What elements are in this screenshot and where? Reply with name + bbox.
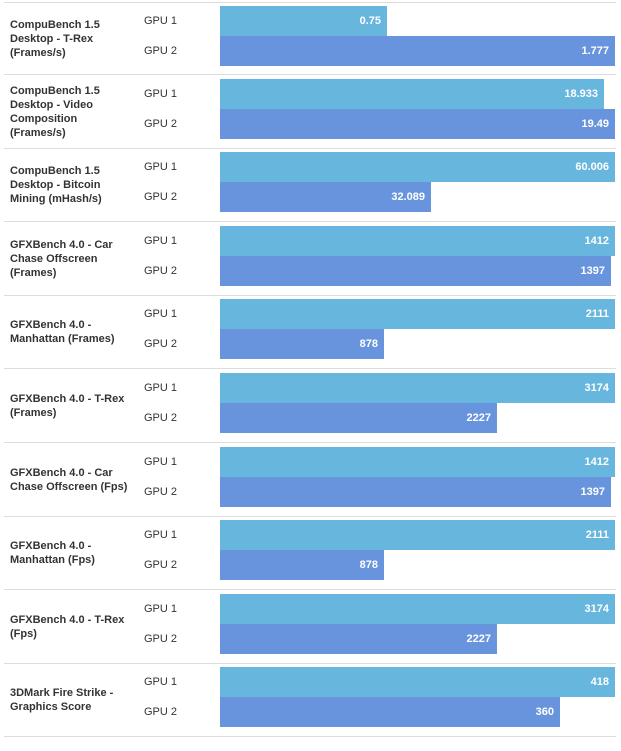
bar-value-label: 418 (590, 676, 609, 689)
bar-value-label: 18.933 (564, 87, 598, 100)
bar-value-label: 2227 (466, 412, 491, 424)
gpu1-bar: 2111 (220, 520, 615, 551)
gpu1-bar: 418 (220, 667, 615, 698)
gpu-label: GPU 2 (144, 117, 178, 130)
bar-value-label: 2111 (585, 529, 609, 542)
benchmark-title: GFXBench 4.0 - Manhattan (Frames) (10, 319, 115, 346)
gpu2-bar: 19.49 (220, 108, 615, 139)
gpu2-bar: 878 (220, 550, 384, 581)
benchmark-row: GFXBench 4.0 - T-Rex (Frames) GPU 1 3174 GP… (4, 370, 616, 443)
gpu-label: GPU 1 (144, 529, 178, 542)
gpu1-bar: 18.933 (220, 78, 604, 109)
gpu2-bar: 1397 (220, 255, 611, 286)
bar-value-label: 32.089 (391, 191, 425, 204)
gpu-label: GPU 1 (144, 161, 178, 174)
bar-value-label: 2227 (466, 632, 491, 645)
gpu1-bar: 0.75 (220, 6, 387, 36)
gpu-label: GPU 2 (144, 559, 178, 572)
benchmark-title: GFXBench 4.0 - T-Rex (Fps) (10, 613, 125, 640)
bar-value-label: 1397 (580, 485, 605, 498)
gpu-label: GPU 2 (144, 632, 178, 645)
bar-value-label: 878 (359, 559, 378, 572)
bar-value-label: 360 (535, 706, 554, 719)
gpu-label: GPU 2 (144, 191, 178, 204)
benchmark-row: GFXBench 4.0 - T-Rex (Fps) GPU 1 3174 GPU 2… (4, 591, 616, 664)
gpu-label: GPU 1 (144, 676, 178, 689)
gpu-label: GPU 2 (144, 706, 178, 719)
gpu-label: GPU 1 (144, 15, 178, 27)
benchmark-title: 3DMark Fire Strike - Graphics Score (10, 687, 114, 714)
benchmark-title: GFXBench 4.0 - Car Chase Offscreen (Fps) (10, 466, 128, 493)
bar-value-label: 2111 (585, 308, 609, 321)
bar-value-label: 60.006 (575, 161, 609, 174)
benchmark-title: GFXBench 4.0 - Car Chase Offscreen (Fram… (10, 238, 113, 279)
benchmark-title: CompuBench 1.5 Desktop - Bitcoin Mining … (10, 165, 102, 206)
benchmark-row: CompuBench 1.5 Desktop - Video Compositi… (4, 76, 616, 149)
gpu1-bar: 1412 (220, 225, 615, 256)
gpu2-bar: 1.777 (220, 36, 615, 66)
gpu1-bar: 1412 (220, 446, 615, 477)
benchmark-row: CompuBench 1.5 Desktop - T-Rex (Frames/s… (4, 2, 616, 75)
gpu1-bar: 60.006 (220, 152, 615, 183)
gpu2-bar: 360 (220, 697, 560, 728)
benchmark-row: GFXBench 4.0 - Manhattan (Fps) GPU 1 2111 G… (4, 517, 616, 591)
gpu-label: GPU 1 (144, 602, 178, 615)
benchmark-title: CompuBench 1.5 Desktop - T-Rex (Frames/s… (10, 19, 100, 59)
bar-value-label: 878 (359, 338, 378, 351)
gpu2-bar: 2227 (220, 403, 497, 433)
bar-value-label: 3174 (584, 382, 609, 394)
bar-value-label: 1397 (580, 264, 605, 277)
benchmark-title: CompuBench 1.5 Desktop - Video Compositi… (10, 84, 100, 139)
gpu-label: GPU 2 (144, 338, 178, 351)
gpu2-bar: 2227 (220, 623, 497, 654)
gpu1-bar: 2111 (220, 299, 615, 330)
gpu1-bar: 3174 (220, 593, 615, 624)
gpu-label: GPU 1 (144, 382, 178, 394)
gpu-label: GPU 2 (144, 45, 178, 57)
bar-value-label: 0.75 (359, 15, 381, 27)
benchmark-row: 3DMark Fire Strike - Graphics Score GPU 1… (4, 664, 616, 738)
benchmark-row: GFXBench 4.0 - Car Chase Offscreen (Fram… (4, 223, 616, 296)
gpu-label: GPU 1 (144, 234, 178, 247)
benchmark-title: GFXBench 4.0 - Manhattan (Fps) (10, 540, 95, 567)
bar-value-label: 1412 (584, 455, 609, 468)
gpu1-bar: 3174 (220, 373, 615, 403)
bar-value-label: 1412 (584, 234, 609, 247)
bar-value-label: 19.49 (581, 117, 609, 130)
gpu-label: GPU 1 (144, 308, 178, 321)
bar-value-label: 3174 (584, 602, 609, 615)
benchmark-row: GFXBench 4.0 - Car Chase Offscreen (Fps)… (4, 444, 616, 517)
gpu-label: GPU 2 (144, 264, 178, 277)
gpu2-bar: 878 (220, 329, 384, 360)
gpu-label: GPU 2 (144, 485, 178, 498)
gpu2-bar: 32.089 (220, 182, 431, 213)
gpu2-bar: 1397 (220, 476, 611, 507)
gpu-label: GPU 1 (144, 87, 178, 100)
benchmark-title: GFXBench 4.0 - T-Rex (Frames) (10, 393, 125, 419)
benchmark-row: CompuBench 1.5 Desktop - Bitcoin Mining … (4, 149, 616, 223)
gpu-label: GPU 2 (144, 412, 178, 424)
bar-value-label: 1.777 (581, 45, 609, 57)
benchmark-row: GFXBench 4.0 - Manhattan (Frames) GPU 1 21… (4, 296, 616, 370)
gpu-label: GPU 1 (144, 455, 178, 468)
